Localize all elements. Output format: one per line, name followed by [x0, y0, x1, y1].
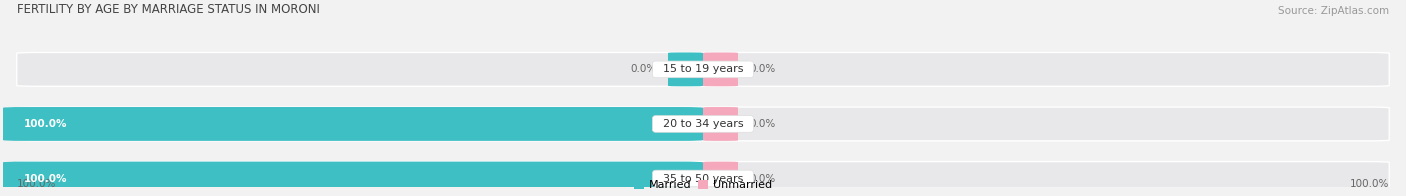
Text: 0.0%: 0.0% [749, 173, 776, 183]
Text: 0.0%: 0.0% [749, 64, 776, 74]
FancyBboxPatch shape [703, 162, 738, 195]
Legend: Married, Unmarried: Married, Unmarried [630, 176, 776, 195]
FancyBboxPatch shape [668, 53, 703, 86]
FancyBboxPatch shape [703, 107, 738, 141]
FancyBboxPatch shape [17, 53, 1389, 86]
Text: 100.0%: 100.0% [24, 173, 67, 183]
Text: Source: ZipAtlas.com: Source: ZipAtlas.com [1278, 6, 1389, 16]
Text: 15 to 19 years: 15 to 19 years [655, 64, 751, 74]
FancyBboxPatch shape [3, 162, 703, 195]
Text: FERTILITY BY AGE BY MARRIAGE STATUS IN MORONI: FERTILITY BY AGE BY MARRIAGE STATUS IN M… [17, 3, 319, 16]
FancyBboxPatch shape [3, 107, 703, 141]
Text: 100.0%: 100.0% [1350, 179, 1389, 189]
Text: 0.0%: 0.0% [749, 119, 776, 129]
Text: 35 to 50 years: 35 to 50 years [655, 173, 751, 183]
FancyBboxPatch shape [703, 53, 738, 86]
Text: 100.0%: 100.0% [24, 119, 67, 129]
FancyBboxPatch shape [17, 107, 1389, 141]
Text: 100.0%: 100.0% [17, 179, 56, 189]
FancyBboxPatch shape [17, 162, 1389, 195]
Text: 0.0%: 0.0% [630, 64, 657, 74]
Text: 20 to 34 years: 20 to 34 years [655, 119, 751, 129]
